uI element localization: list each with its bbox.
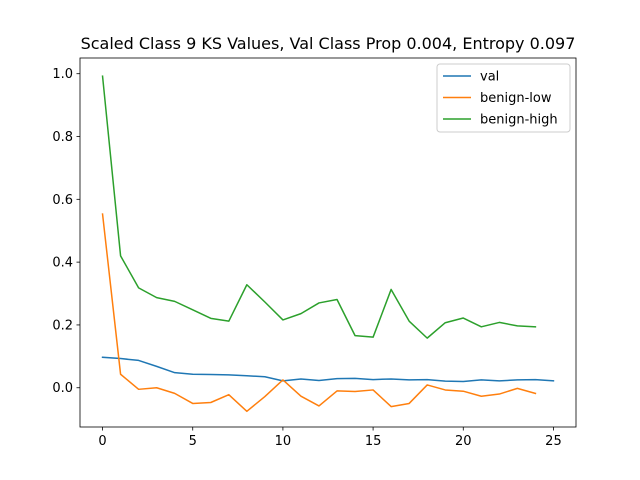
y-tick-label: 0.2 xyxy=(52,318,73,333)
x-tick-label: 10 xyxy=(275,434,292,449)
axes: 0 5 10 15 20 25 0.0 0.2 0.4 0.6 0.8 1.0 xyxy=(52,57,577,449)
series-line-benign-high xyxy=(101,75,537,339)
plot-frame xyxy=(79,57,577,428)
x-tick-label: 5 xyxy=(189,434,197,449)
y-tick-label: 0.4 xyxy=(52,256,73,271)
x-tick-label: 15 xyxy=(365,434,382,449)
y-tick-label: 0.8 xyxy=(52,130,73,145)
series-lines xyxy=(101,75,555,413)
series-line-val xyxy=(101,356,555,383)
x-tick-label: 20 xyxy=(455,434,472,449)
legend-box xyxy=(436,63,571,133)
y-tick-label: 1.0 xyxy=(52,67,73,82)
x-tick-label: 25 xyxy=(545,434,562,449)
series-line-benign-low xyxy=(101,213,537,413)
legend-label-benign-high: benign-high xyxy=(480,113,558,128)
x-tick-label: 0 xyxy=(98,434,106,449)
legend-label-val: val xyxy=(480,70,499,85)
legend-label-benign-low: benign-low xyxy=(480,91,552,106)
y-tick-label: 0.6 xyxy=(52,193,73,208)
chart-title: Scaled Class 9 KS Values, Val Class Prop… xyxy=(81,34,576,53)
legend: val benign-low benign-high xyxy=(436,63,571,133)
y-tick-label: 0.0 xyxy=(52,381,73,396)
